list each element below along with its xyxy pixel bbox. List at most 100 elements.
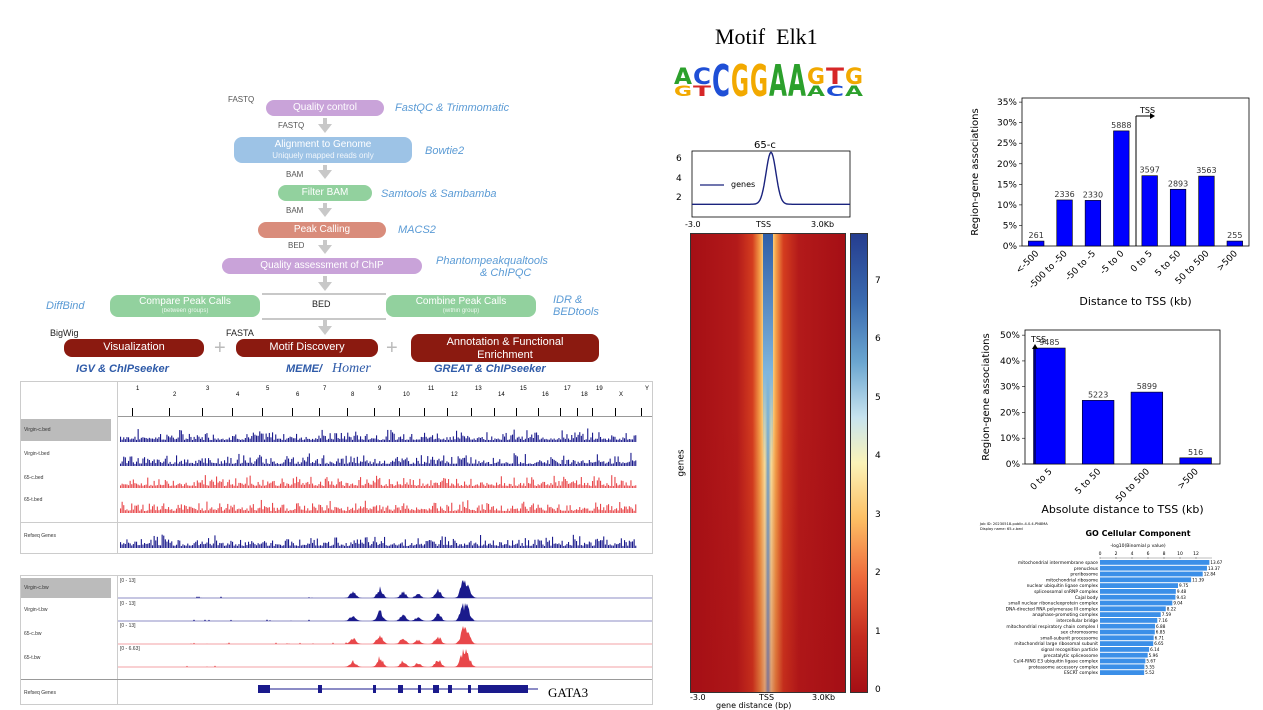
ytick-label: 10% [997, 201, 1017, 211]
xtick-label: -5 to 0 [1099, 249, 1127, 277]
heatmap-xlabel: gene distance (bp) [716, 701, 792, 710]
alignment-sublabel: Uniquely mapped reads only [272, 150, 374, 160]
heatmap-x-mid: TSS [759, 693, 775, 702]
bar [1179, 457, 1212, 465]
motif-discovery-label: Motif Discovery [269, 341, 345, 353]
bam-label-1: BAM [286, 170, 304, 179]
igv-signal-row [118, 580, 652, 599]
pipeline-diagram: FASTQ Quality control FastQC & Trimmomat… [46, 95, 599, 376]
ytick-label: 30% [997, 119, 1017, 129]
chromosome-tick: 17 [564, 386, 571, 392]
go-bar [1100, 583, 1178, 588]
igv-peak-row [120, 534, 637, 548]
colorbar-tick: 5 [875, 392, 881, 403]
bar [1056, 199, 1073, 247]
go-bar [1100, 594, 1176, 600]
bar [1033, 347, 1066, 465]
gene-label-gata3: GATA3 [548, 685, 589, 700]
go-term-label: Cul4-RING E3 ubiquitin ligase complex [1014, 659, 1099, 665]
go-value-label: 6.71 [1155, 635, 1165, 640]
motif-letter: A [845, 84, 863, 98]
igv-peak-row [120, 499, 637, 513]
bar [1081, 400, 1115, 465]
go-bar [1100, 623, 1156, 629]
xtick-label: >500 [1176, 467, 1201, 492]
igv-bw-range-virgin-c: [0 - 13] [120, 578, 136, 584]
alignment-step: Alignment to Genome Uniquely mapped read… [234, 137, 412, 163]
go-value-label: 11.39 [1192, 577, 1204, 582]
go-term-label: mitochondrial ribosome [1046, 577, 1098, 583]
gata3-gene-model [258, 685, 538, 693]
bar-value-label: 9485 [1039, 338, 1059, 347]
go-display-name: Display name: 65-c.bed [980, 527, 1023, 531]
bar [1113, 130, 1130, 247]
profile-plot: 65-c 6 4 2 genes -3.0 TSS 3.0Kb [660, 140, 865, 232]
bar-value-label: 2893 [1168, 179, 1188, 188]
igv-bw-range-65-t: [0 - 6.63] [120, 646, 140, 652]
tool-bowtie2: Bowtie2 [425, 145, 465, 157]
motif-letter: T [693, 84, 712, 98]
plot-frame [1024, 329, 1221, 465]
igv-bw-label-virgin-c: Virgin-c.bw [24, 585, 49, 591]
chromosome-tick: 9 [378, 386, 382, 392]
colorbar-tick: 0 [875, 685, 881, 695]
bar [1141, 175, 1158, 247]
go-term-label: Cajal body [1075, 595, 1099, 601]
colorbar-tick: 3 [875, 509, 881, 520]
peak-calling-label: Peak Calling [293, 224, 351, 235]
go-bar [1100, 629, 1155, 635]
ytick-label: 35% [997, 98, 1017, 108]
igv-peak-row [120, 428, 637, 442]
igv-refseq-label-bottom: Refseq Genes [24, 690, 56, 696]
ytick-label: 0% [1003, 242, 1018, 252]
go-term-label: signal recognition particle [1041, 647, 1098, 653]
peak-calling-step: Peak Calling [258, 222, 386, 238]
igv-bw-label-virgin-t: Virgin-t.bw [24, 607, 48, 613]
y-axis-label: Region-gene associations [981, 333, 992, 460]
quality-chip-step: Quality assessment of ChIP [222, 258, 422, 274]
bar-value-label: 3597 [1140, 166, 1160, 175]
compare-peaks-step: Compare Peak Calls (between groups) [110, 295, 260, 317]
bar-value-label: 5888 [1111, 121, 1131, 130]
go-bar [1100, 612, 1161, 617]
go-bar [1100, 560, 1210, 565]
go-cellular-component-chart: Job ID: 20230518-public-4.0.4-PN8MADispl… [979, 522, 1223, 676]
bed-center-label: BED [312, 299, 331, 309]
annotation-label: Annotation & Functional Enrichment [446, 336, 564, 361]
igv-signal-row [118, 626, 652, 645]
motif-discovery-step: Motif Discovery [236, 339, 378, 357]
heatmap-ylabel: genes [676, 449, 687, 477]
go-term-label: small-subunit processome [1040, 635, 1098, 641]
profile-x-right: 3.0Kb [811, 220, 835, 229]
profile-ytick-4: 4 [676, 174, 682, 184]
chromosome-tick: 13 [475, 386, 482, 392]
go-bar [1100, 606, 1166, 612]
chromosome-tick: Y [645, 386, 650, 392]
motif-letter: G [731, 56, 749, 98]
chromosome-tick: 10 [403, 392, 410, 398]
tool-igv: IGV & ChIPseeker [76, 363, 169, 375]
go-bar [1100, 647, 1150, 652]
xtick-label: >500 [1215, 249, 1240, 274]
motif-letter: C [712, 56, 730, 98]
go-bar [1100, 589, 1176, 594]
go-title: GO Cellular Component [1085, 529, 1190, 538]
tool-phantompeak: Phantompeakqualtools [436, 255, 548, 267]
xtick-label: 0 to 5 [1029, 467, 1055, 493]
ytick-label: 15% [997, 180, 1017, 190]
combine-peaks-step: Combine Peak Calls (within group) [386, 295, 536, 317]
profile-title: 65-c [754, 140, 776, 151]
igv-locus-view: Virgin-c.bw Virgin-t.bw 65-c.bw 65-t.bw … [20, 575, 653, 705]
bar [1226, 240, 1243, 247]
go-term-label: spliceosomal snRNP complex [1034, 589, 1098, 595]
igv-bw-label-65-c: 65-c.bw [24, 631, 42, 637]
go-xtick: 10 [1177, 551, 1183, 557]
go-term-label: preribosome [1070, 572, 1098, 578]
xtick-label: -50 to -5 [1064, 249, 1098, 283]
chromosome-tick: 12 [451, 392, 458, 398]
go-value-label: 5.96 [1149, 653, 1159, 658]
go-value-label: 6.88 [1156, 624, 1166, 629]
xtick-label: <-500 [1014, 249, 1041, 276]
go-term-label: intercellular bridge [1056, 618, 1098, 624]
